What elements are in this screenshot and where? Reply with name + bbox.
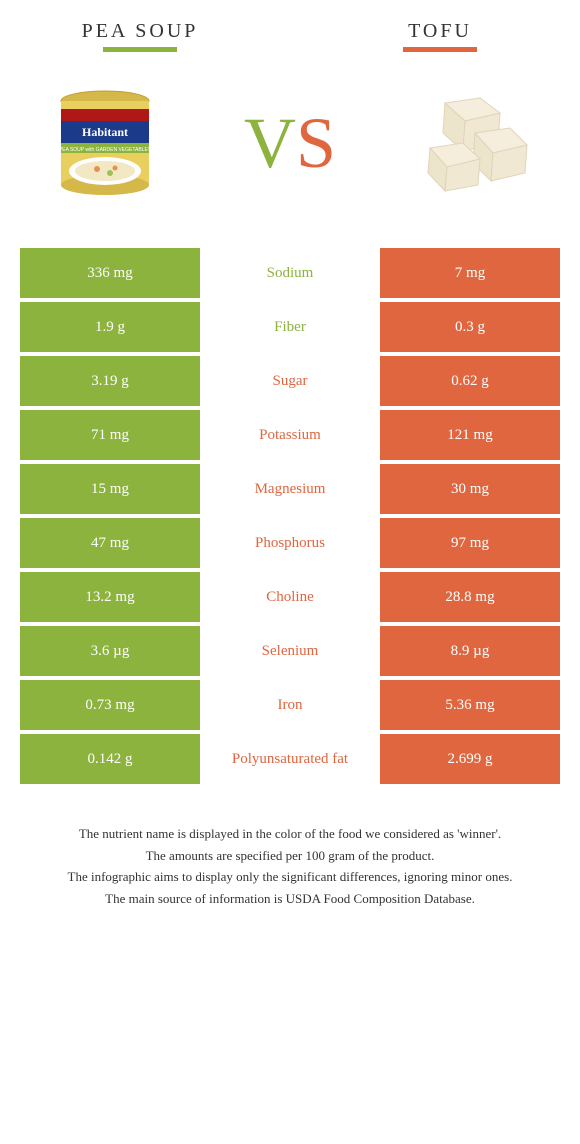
left-food-image: Habitant PEA SOUP with GARDEN VEGETABLES [30,68,180,218]
left-value-cell: 47 mg [20,518,200,568]
footnote-line: The amounts are specified per 100 gram o… [30,846,550,866]
right-value-cell: 28.8 mg [380,572,560,622]
right-value-cell: 2.699 g [380,734,560,784]
right-value-cell: 121 mg [380,410,560,460]
comparison-row: 3.6 µgSelenium8.9 µg [20,626,560,676]
comparison-row: 13.2 mgCholine28.8 mg [20,572,560,622]
right-value-cell: 97 mg [380,518,560,568]
left-value-cell: 71 mg [20,410,200,460]
vs-label: VS [244,102,336,185]
footnote-line: The main source of information is USDA F… [30,889,550,909]
comparison-row: 15 mgMagnesium30 mg [20,464,560,514]
right-value-cell: 0.3 g [380,302,560,352]
comparison-row: 0.73 mgIron5.36 mg [20,680,560,730]
comparison-row: 0.142 gPolyunsaturated fat2.699 g [20,734,560,784]
header-row: PEA SOUP TOFU [20,20,560,58]
right-food-title: TOFU [320,20,560,58]
right-value-cell: 0.62 g [380,356,560,406]
left-value-cell: 15 mg [20,464,200,514]
nutrient-name-cell: Magnesium [200,464,380,514]
comparison-table: 336 mgSodium7 mg1.9 gFiber0.3 g3.19 gSug… [20,248,560,784]
svg-text:PEA SOUP with GARDEN VEGETABLE: PEA SOUP with GARDEN VEGETABLES [59,147,152,153]
footnote-line: The nutrient name is displayed in the co… [30,824,550,844]
left-value-cell: 13.2 mg [20,572,200,622]
left-food-title: PEA SOUP [20,20,260,58]
left-value-cell: 3.19 g [20,356,200,406]
right-value-cell: 30 mg [380,464,560,514]
comparison-row: 336 mgSodium7 mg [20,248,560,298]
svg-text:Habitant: Habitant [82,125,128,139]
vs-s-letter: S [296,102,336,185]
nutrient-name-cell: Polyunsaturated fat [200,734,380,784]
left-value-cell: 1.9 g [20,302,200,352]
comparison-row: 1.9 gFiber0.3 g [20,302,560,352]
pea-soup-can-icon: Habitant PEA SOUP with GARDEN VEGETABLES [35,73,175,213]
nutrient-name-cell: Fiber [200,302,380,352]
right-value-cell: 7 mg [380,248,560,298]
nutrient-name-cell: Iron [200,680,380,730]
images-row: Habitant PEA SOUP with GARDEN VEGETABLES… [20,68,560,218]
nutrient-name-cell: Sugar [200,356,380,406]
footnote-line: The infographic aims to display only the… [30,867,550,887]
footnotes: The nutrient name is displayed in the co… [20,824,560,908]
nutrient-name-cell: Choline [200,572,380,622]
nutrient-name-cell: Selenium [200,626,380,676]
tofu-cubes-icon [405,73,545,213]
nutrient-name-cell: Sodium [200,248,380,298]
nutrient-name-cell: Potassium [200,410,380,460]
comparison-row: 71 mgPotassium121 mg [20,410,560,460]
nutrient-name-cell: Phosphorus [200,518,380,568]
infographic-container: PEA SOUP TOFU Habitant PEA SOUP with GAR… [0,0,580,930]
right-value-cell: 8.9 µg [380,626,560,676]
vs-v-letter: V [244,102,296,185]
left-value-cell: 0.73 mg [20,680,200,730]
comparison-row: 47 mgPhosphorus97 mg [20,518,560,568]
left-value-cell: 0.142 g [20,734,200,784]
comparison-row: 3.19 gSugar0.62 g [20,356,560,406]
left-value-cell: 336 mg [20,248,200,298]
right-value-cell: 5.36 mg [380,680,560,730]
right-food-image [400,68,550,218]
left-value-cell: 3.6 µg [20,626,200,676]
